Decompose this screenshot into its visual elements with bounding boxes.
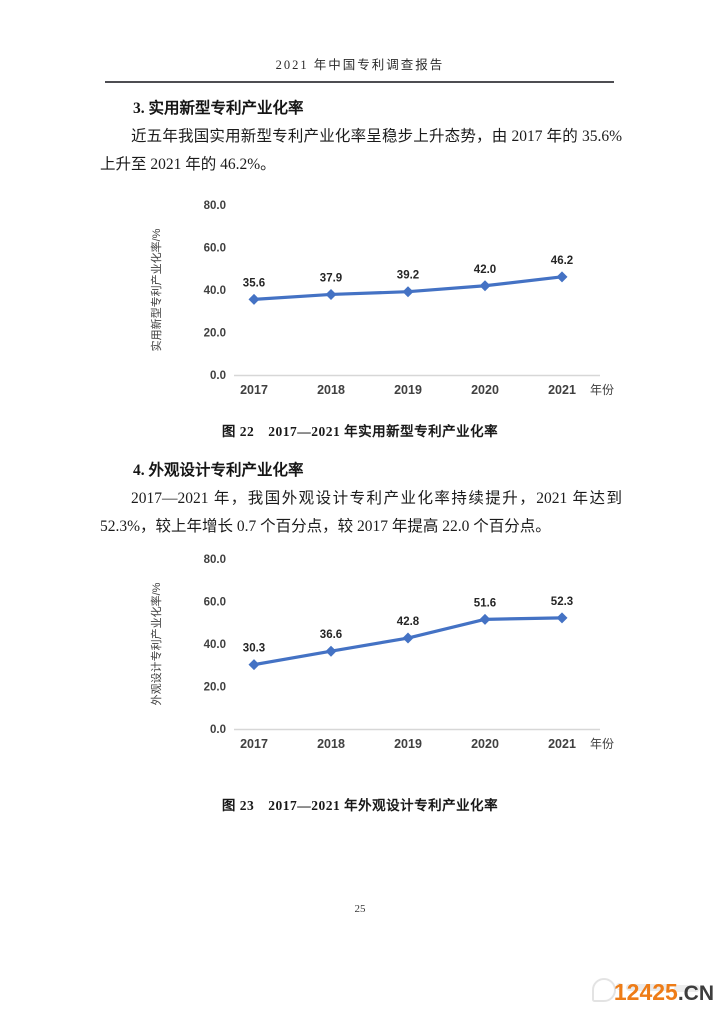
data-markers: [248, 271, 568, 305]
svg-text:2018: 2018: [317, 383, 345, 397]
section-4-heading: 4. 外观设计专利产业化率: [133, 462, 304, 479]
y-axis-title: 实用新型专利产业化率/%: [149, 228, 163, 351]
y-axis-title: 外观设计专利产业化率/%: [149, 582, 163, 705]
chart-utility-model-industrialization: 0.0 20.0 40.0 60.0 80.0 实用新型专利产业化率/% 2017 2018 2…: [138, 195, 630, 410]
svg-text:20.0: 20.0: [204, 328, 226, 340]
watermark-number: 12425: [613, 979, 678, 1005]
y-axis-tick-labels: 0.0 20.0 40.0 60.0 80.0: [204, 200, 226, 382]
svg-text:年份: 年份: [590, 383, 614, 397]
svg-text:2021: 2021: [548, 383, 576, 397]
figure-22-caption: 图 22 2017—2021 年实用新型专利产业化率: [221, 424, 499, 439]
data-value-labels: 35.6 37.9 39.2 42.0 46.2: [243, 255, 573, 290]
section-3-paragraph: 近五年我国实用新型专利产业化率呈稳步上升态势，由 2017 年的 35.6%上升…: [100, 128, 622, 173]
svg-text:0.0: 0.0: [210, 370, 226, 382]
page-header: 2021 年中国专利调查报告: [0, 0, 720, 83]
site-watermark: 12425 .CN: [613, 979, 714, 1005]
svg-text:2020: 2020: [471, 383, 499, 397]
x-axis-tick-labels: 2017 2018 2019 2020 2021 年份: [240, 737, 614, 751]
x-axis-tick-labels: 2017 2018 2019 2020 2021 年份: [240, 383, 614, 397]
svg-text:20.0: 20.0: [204, 682, 226, 694]
report-title: 2021 年中国专利调查报告: [275, 58, 445, 72]
figure-23-caption: 图 23 2017—2021 年外观设计专利产业化率: [221, 798, 499, 813]
svg-text:2017: 2017: [240, 737, 268, 751]
svg-text:42.8: 42.8: [397, 616, 420, 628]
page-number: 25: [354, 903, 366, 915]
svg-text:30.3: 30.3: [243, 643, 265, 655]
svg-text:2018: 2018: [317, 737, 345, 751]
svg-text:46.2: 46.2: [551, 255, 573, 267]
data-value-labels: 30.3 36.6 42.8 51.6 52.3: [243, 596, 573, 655]
svg-text:2019: 2019: [394, 383, 422, 397]
svg-text:60.0: 60.0: [204, 597, 226, 609]
svg-text:37.9: 37.9: [320, 272, 342, 284]
watermark-suffix: .CN: [677, 982, 714, 1005]
svg-text:0.0: 0.0: [210, 724, 226, 736]
svg-text:51.6: 51.6: [474, 597, 496, 609]
section-3-heading: 3. 实用新型专利产业化率: [133, 100, 304, 117]
svg-text:35.6: 35.6: [243, 277, 265, 289]
svg-text:40.0: 40.0: [204, 639, 226, 651]
svg-text:80.0: 80.0: [204, 200, 226, 212]
chart-design-patent-industrialization: 0.0 20.0 40.0 60.0 80.0 外观设计专利产业化率/% 2017 2018 2…: [138, 549, 630, 764]
svg-text:52.3: 52.3: [551, 596, 573, 608]
svg-text:2019: 2019: [394, 737, 422, 751]
svg-text:2017: 2017: [240, 383, 268, 397]
ghost-mascot-icon: [592, 978, 616, 1002]
svg-text:39.2: 39.2: [397, 270, 419, 282]
section-4-paragraph: 2017—2021 年，我国外观设计专利产业化率持续提升，2021 年达到 52…: [100, 490, 622, 535]
header-rule: [105, 81, 614, 83]
svg-text:80.0: 80.0: [204, 554, 226, 566]
svg-text:2020: 2020: [471, 737, 499, 751]
y-axis-tick-labels: 0.0 20.0 40.0 60.0 80.0: [204, 554, 226, 736]
svg-text:42.0: 42.0: [474, 264, 496, 276]
svg-text:40.0: 40.0: [204, 285, 226, 297]
data-markers: [248, 612, 568, 671]
svg-text:年份: 年份: [590, 737, 614, 751]
svg-text:60.0: 60.0: [204, 243, 226, 255]
svg-text:36.6: 36.6: [320, 629, 342, 641]
svg-text:2021: 2021: [548, 737, 576, 751]
